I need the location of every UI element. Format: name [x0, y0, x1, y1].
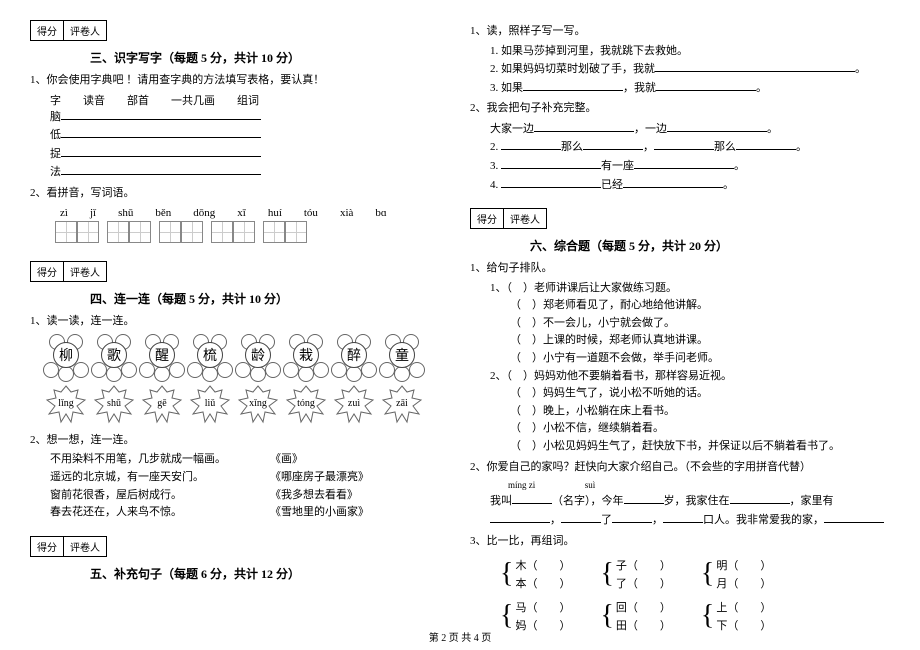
flower-item: 梳 — [189, 338, 231, 376]
s6-g1-0: 1、（ ）老师讲课后让大家做练习题。 — [490, 280, 890, 298]
s6-q2: 2、你爱自己的家吗？赶快向大家介绍自己。（不会些的字用拼音代替） — [470, 459, 890, 476]
bracket-item: {木（ ）本（ ） — [500, 557, 570, 591]
section-5-title: 五、补充句子（每题 6 分，共计 12 分） — [90, 565, 450, 582]
s6-g1-4: （ ）小宁有一道题不会做，举手问老师。 — [510, 350, 890, 368]
leaf-item: gē — [141, 384, 183, 424]
s6-g1-3: （ ）上课的时候，郑老师认真地讲课。 — [510, 332, 890, 350]
section-3-title: 三、识字写字（每题 5 分，共计 10 分） — [90, 49, 450, 66]
flower-item: 醉 — [333, 338, 375, 376]
match-0: 不用染料不用笔，几步就成一幅画。《画》 — [50, 451, 450, 469]
s5-i1-2: 3. 如果，我就。 — [490, 79, 890, 98]
s3-row-3: 法 — [50, 163, 450, 182]
pinyin-row: zìjǐ shūběn dōngxī huítóu xiàbɑ — [60, 207, 450, 219]
score-box-5: 得分 评卷人 — [30, 536, 107, 557]
s6-g2-4: （ ）小松见妈妈生气了，赶快放下书，并保证以后不躺着看书了。 — [510, 438, 890, 456]
s6-g1-1: （ ）郑老师看见了，耐心地给他讲解。 — [510, 297, 890, 315]
flower-row: 柳歌醒梳龄栽醉童 — [45, 338, 450, 376]
flower-item: 柳 — [45, 338, 87, 376]
bracket-item: {明（ ）月（ ） — [701, 557, 771, 591]
s6-g2-2: （ ）晚上，小松躺在床上看书。 — [510, 403, 890, 421]
s6-g2-1: （ ）妈妈生气了，说小松不听她的话。 — [510, 385, 890, 403]
leaf-item: lǐng — [45, 384, 87, 424]
s4-q2: 2、想一想，连一连。 — [30, 432, 450, 449]
s3-table-header: 字 读音 部首 一共几画 组词 — [50, 92, 450, 108]
flower-item: 栽 — [285, 338, 327, 376]
s6-q3: 3、比一比，再组词。 — [470, 533, 890, 550]
leaf-item: zuì — [333, 384, 375, 424]
score-box-6: 得分 评卷人 — [470, 208, 547, 229]
match-1: 遥远的北京城，有一座天安门。《哪座房子最漂亮》 — [50, 469, 450, 487]
left-column: 得分 评卷人 三、识字写字（每题 5 分，共计 10 分） 1、你会使用字典吧 … — [30, 20, 450, 620]
flower-item: 童 — [381, 338, 423, 376]
section-6-title: 六、综合题（每题 5 分，共计 20 分） — [530, 237, 890, 254]
s5-q2: 2、我会把句子补充完整。 — [470, 100, 890, 117]
flower-item: 醒 — [141, 338, 183, 376]
s3-q1: 1、你会使用字典吧 ！请用查字典的方法填写表格，要认真！ — [30, 72, 450, 89]
flower-item: 歌 — [93, 338, 135, 376]
grid-row — [55, 221, 450, 243]
score-box-3: 得分 评卷人 — [30, 20, 107, 41]
leaf-item: shū — [93, 384, 135, 424]
s5-i2-2: 3. 有一座。 — [490, 157, 890, 176]
s5-i2-3: 4. 已经。 — [490, 176, 890, 195]
s3-q2: 2、看拼音，写词语。 — [30, 185, 450, 202]
bracket-item: {子（ ）了（ ） — [600, 557, 670, 591]
grader-label: 评卷人 — [64, 21, 106, 40]
page-footer: 第 2 页 共 4 页 — [0, 629, 920, 644]
s5-i1-0: 1. 如果马莎掉到河里，我就跳下去救她。 — [490, 43, 890, 61]
leaf-item: tóng — [285, 384, 327, 424]
s6-intro: 我叫（名字），今年岁，我家住在，家里有 — [490, 492, 890, 511]
leaf-item: liǔ — [189, 384, 231, 424]
s6-g1-2: （ ）不一会儿，小宁就会做了。 — [510, 315, 890, 333]
s5-q1: 1、读，照样子写一写。 — [470, 23, 890, 40]
score-label: 得分 — [31, 21, 64, 40]
s6-q1: 1、给句子排队。 — [470, 260, 890, 277]
flower-item: 龄 — [237, 338, 279, 376]
match-3: 春去花还在，人来鸟不惊。《雪地里的小画家》 — [50, 504, 450, 522]
s3-row-0: 脑 — [50, 108, 450, 127]
s3-row-2: 捉 — [50, 145, 450, 164]
s6-pinyin: míng zi suì — [490, 478, 890, 492]
leaf-item: xǐng — [237, 384, 279, 424]
section-4-title: 四、连一连（每题 5 分，共计 10 分） — [90, 290, 450, 307]
match-2: 窗前花很香，屋后树成行。《我多想去看看》 — [50, 487, 450, 505]
s6-g2-0: 2、（ ）妈妈劝他不要躺着看书，那样容易近视。 — [490, 368, 890, 386]
leaf-row: lǐngshūgēliǔxǐngtóngzuìzāi — [45, 384, 450, 424]
s5-i2-1: 2. 那么，那么。 — [490, 138, 890, 157]
score-box-4: 得分 评卷人 — [30, 261, 107, 282]
s3-row-1: 低 — [50, 126, 450, 145]
s6-intro-2: ，了，口人。我非常爱我的家， — [490, 511, 890, 530]
s5-i1-1: 2. 如果妈妈切菜时划破了手，我就。 — [490, 60, 890, 79]
s5-i2-0: 大家一边，一边。 — [490, 120, 890, 139]
right-column: 1、读，照样子写一写。 1. 如果马莎掉到河里，我就跳下去救她。 2. 如果妈妈… — [470, 20, 890, 620]
s6-g2-3: （ ）小松不信，继续躺着看。 — [510, 420, 890, 438]
leaf-item: zāi — [381, 384, 423, 424]
bracket-row-0: {木（ ）本（ ） {子（ ）了（ ） {明（ ）月（ ） — [500, 557, 890, 591]
s4-q1: 1、读一读，连一连。 — [30, 313, 450, 330]
